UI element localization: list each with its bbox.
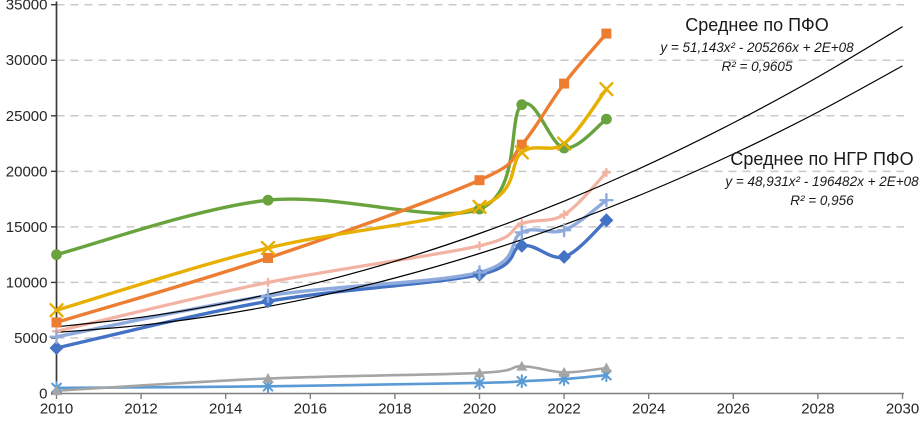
y-axis-label-30000: 30000 [6, 52, 48, 69]
x-axis-label-2010: 2010 [40, 401, 73, 418]
y-axis-label-25000: 25000 [6, 108, 48, 125]
y-axis: 0 5000 10000 15000 20000 25000 30000 35000 [6, 0, 58, 403]
marker-periwinkle-plus-2023 [599, 193, 614, 208]
marker-gray-triangle-2010 [51, 385, 62, 396]
y-axis-label-20000: 20000 [6, 163, 48, 180]
marker-orange-square-2021 [516, 139, 527, 150]
marker-orange-square-2022 [559, 78, 570, 89]
marker-blue-diamond-2022 [557, 249, 572, 264]
marker-green-circle-2010 [51, 249, 62, 261]
trendline-pfo [56, 26, 903, 328]
marker-steelblue-asterisk-2021 [516, 374, 528, 389]
series-line-periwinkle-plus [54, 198, 609, 339]
trendlines [56, 26, 903, 333]
marker-salmon-line-2023 [601, 167, 612, 178]
y-axis-label-0: 0 [39, 386, 47, 403]
markers-gray-triangle [51, 360, 612, 396]
marker-salmon-line-2015 [263, 277, 273, 288]
marker-orange-square-2023 [601, 28, 612, 39]
trendline-ngr [56, 65, 903, 333]
marker-orange-square-2020 [474, 175, 485, 186]
marker-salmon-line-2020 [474, 241, 485, 251]
marker-periwinkle-plus-2020 [472, 265, 487, 280]
series-line-salmon-line [54, 170, 608, 333]
marker-blue-diamond-2023 [599, 213, 614, 228]
marker-periwinkle-plus-2010 [49, 329, 64, 345]
y-axis-label-10000: 10000 [6, 274, 48, 291]
marker-green-circle-2020 [474, 203, 485, 215]
marker-periwinkle-plus-2015 [260, 288, 276, 303]
marker-gold-x-2010 [49, 302, 64, 318]
marker-steelblue-asterisk-2020 [474, 375, 485, 390]
marker-periwinkle-plus-2021 [514, 225, 529, 240]
marker-orange-square-2015 [263, 252, 273, 263]
marker-salmon-line-2022 [559, 209, 569, 220]
x-axis-label-2024: 2024 [632, 401, 665, 418]
gridlines [56, 3, 904, 339]
marker-green-circle-2021 [516, 99, 528, 111]
x-axis-label-2022: 2022 [547, 401, 580, 418]
marker-gray-triangle-2022 [558, 366, 570, 377]
markers-gold-x [49, 81, 614, 318]
x-axis-label-2018: 2018 [378, 401, 411, 418]
markers-salmon-line [51, 167, 612, 336]
y-axis-label-15000: 15000 [6, 219, 48, 236]
marker-blue-diamond-2010 [49, 340, 64, 355]
y-axis-label-5000: 5000 [14, 330, 47, 347]
marker-gray-triangle-2020 [474, 367, 485, 378]
marker-gray-triangle-2021 [516, 360, 528, 371]
marker-gold-x-2022 [556, 136, 572, 151]
x-axis-label-2020: 2020 [463, 401, 496, 418]
x-axis-label-2030: 2030 [886, 401, 919, 418]
marker-gold-x-2021 [514, 145, 529, 160]
x-axis-label-2028: 2028 [801, 401, 834, 418]
series-markers [49, 28, 614, 396]
markers-periwinkle-plus [49, 193, 614, 345]
marker-gold-x-2020 [472, 199, 487, 215]
x-axis-label-2016: 2016 [294, 401, 327, 418]
marker-green-circle-2023 [601, 113, 612, 125]
marker-blue-diamond-2021 [514, 238, 529, 253]
x-axis: 2010 2012 2014 2016 2018 2020 2022 2024 2026 2028… [40, 392, 919, 418]
marker-gold-x-2023 [599, 81, 614, 97]
marker-green-circle-2015 [262, 194, 274, 206]
marker-gold-x-2015 [260, 240, 276, 256]
markers-orange-square [51, 28, 612, 328]
y-axis-label-35000: 35000 [6, 0, 48, 14]
x-axis-label-2012: 2012 [124, 401, 157, 418]
x-axis-label-2026: 2026 [717, 401, 750, 418]
series-lines [54, 31, 609, 392]
marker-orange-square-2010 [51, 317, 62, 328]
marker-gray-triangle-2023 [600, 362, 612, 373]
x-axis-label-2014: 2014 [209, 401, 242, 418]
marker-gray-triangle-2015 [262, 373, 274, 383]
marker-periwinkle-plus-2022 [556, 223, 572, 238]
